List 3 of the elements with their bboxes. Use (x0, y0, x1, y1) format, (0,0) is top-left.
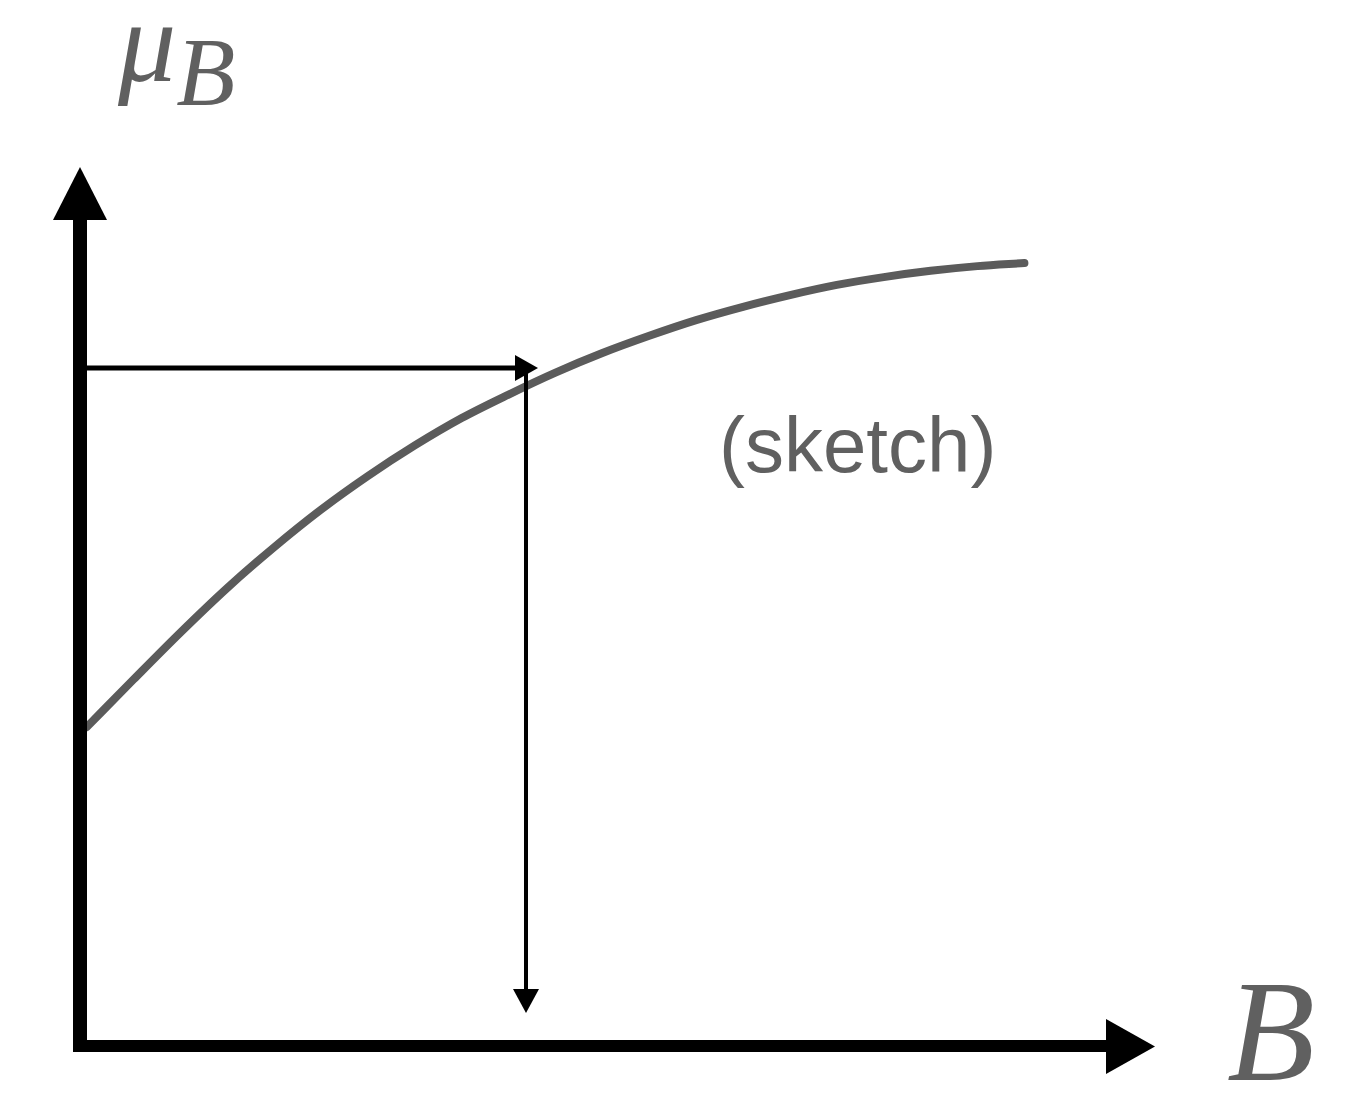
x-axis-title: B (1227, 952, 1315, 1095)
y-axis-title: μ$_{B}$ (118, 0, 236, 127)
annotation: (sketch) (719, 401, 997, 489)
